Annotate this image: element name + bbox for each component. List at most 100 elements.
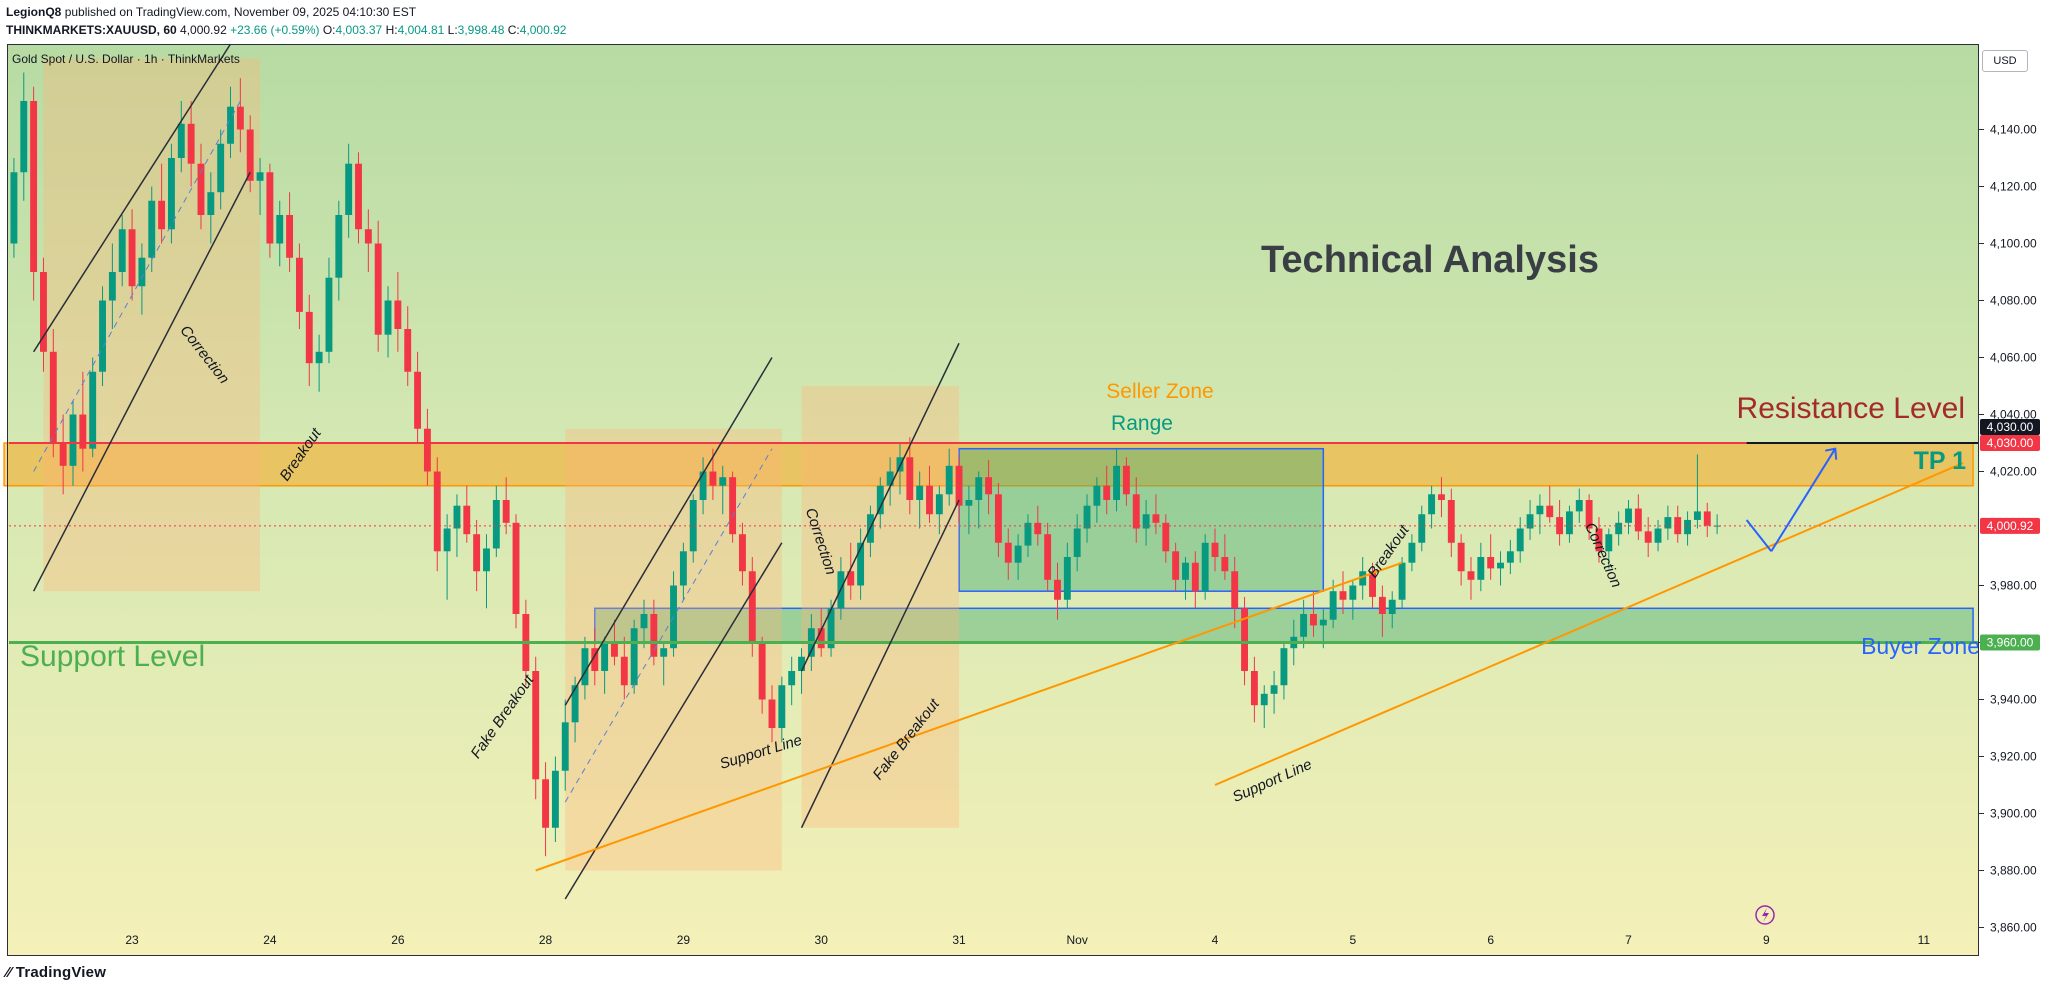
high-label: H:	[385, 23, 398, 37]
resistance-price-tag: 4,030.00	[1987, 420, 2034, 434]
candle-body	[955, 465, 963, 506]
candle-body	[601, 642, 609, 671]
candle-body	[394, 300, 402, 329]
candle-body	[1408, 542, 1416, 563]
support-line-1	[535, 561, 1403, 872]
candle-body	[305, 311, 313, 364]
candle-body	[699, 471, 707, 500]
candle-body	[1300, 614, 1308, 637]
candle-body	[985, 477, 993, 495]
candle-body	[217, 143, 225, 193]
candles-layer	[10, 72, 1721, 857]
candle-body	[236, 106, 244, 130]
currency-button[interactable]: USD	[1982, 50, 2028, 72]
y-tick-label: 4,140.00	[1990, 123, 2037, 137]
candle-body	[30, 101, 38, 272]
candle-body	[197, 163, 205, 215]
candle-body	[1260, 693, 1268, 706]
close-label: C:	[507, 23, 520, 37]
projection-leg-1	[1745, 519, 1773, 552]
candle-body	[1378, 596, 1386, 614]
candle-body	[620, 656, 628, 686]
candle-body	[798, 656, 805, 671]
low-label: L:	[447, 23, 458, 37]
y-tick-label: 4,080.00	[1990, 294, 2037, 308]
candle-body	[1664, 517, 1672, 529]
x-tick-label: 31	[952, 933, 966, 947]
candle-body	[1477, 557, 1485, 580]
candle-body	[1388, 599, 1396, 614]
candle-body	[374, 243, 382, 335]
candle-body	[1644, 531, 1652, 543]
candle-body	[20, 101, 28, 173]
candle-body	[10, 172, 18, 244]
candle-body	[1073, 528, 1081, 557]
lightning-icon-bolt	[1762, 908, 1769, 922]
channel-1-lower	[32, 171, 251, 592]
channel-shade-3	[801, 386, 960, 828]
candle-body	[404, 329, 412, 372]
candle-body	[729, 477, 737, 535]
chart-frame	[7, 44, 1979, 956]
channel-3-lower	[800, 499, 960, 829]
candle-body	[532, 671, 540, 780]
candle-body	[1693, 511, 1701, 520]
candle-body	[935, 494, 943, 515]
candle-body	[492, 500, 500, 549]
candle-body	[640, 614, 648, 629]
channel-2-upper	[564, 357, 773, 706]
candle-body	[689, 500, 697, 552]
y-tick-label: 3,920.00	[1990, 750, 2037, 764]
candle-body	[256, 172, 264, 181]
tradingview-logo[interactable]: ⁄⁄ TradingView	[6, 964, 106, 981]
channel-1-mid	[33, 100, 241, 472]
support-price-tag: 3,960.00	[1987, 636, 2034, 650]
candle-body	[916, 485, 924, 500]
x-tick-label: 11	[1918, 933, 1931, 947]
support-price-tag-bg	[1980, 634, 2040, 651]
candle-body	[551, 770, 559, 828]
open-value: 4,003.37	[335, 23, 383, 37]
candle-body	[59, 443, 67, 466]
candle-body	[89, 371, 97, 449]
chart-title: Gold Spot / U.S. Dollar · 1h · ThinkMark…	[12, 52, 240, 66]
candle-body	[1103, 485, 1111, 500]
candle-body	[512, 522, 520, 614]
candle-body	[167, 158, 175, 230]
candle-body	[1221, 557, 1229, 572]
publish-text: published on TradingView.com, November 0…	[64, 5, 417, 19]
candle-body	[1054, 579, 1061, 600]
candle-body	[227, 106, 234, 144]
candle-body	[1201, 542, 1209, 592]
candle-body	[1359, 571, 1367, 586]
candle-body	[1546, 505, 1554, 518]
candle-body	[1024, 522, 1032, 546]
candle-body	[1703, 511, 1711, 526]
channel-3-upper	[800, 342, 960, 672]
y-tick-label: 4,060.00	[1990, 351, 2037, 365]
x-tick-label: 5	[1349, 933, 1356, 947]
candle-body	[1428, 494, 1436, 515]
candle-body	[266, 172, 274, 244]
candle-body	[660, 648, 668, 657]
candle-body	[128, 229, 136, 287]
candle-body	[926, 485, 933, 515]
candle-body	[40, 272, 47, 352]
candle-body	[1674, 517, 1682, 535]
author-name[interactable]: LegionQ8	[6, 5, 62, 19]
candle-body	[207, 192, 215, 215]
candle-body	[1231, 571, 1239, 609]
support-level-label: Support Level	[20, 640, 205, 673]
candle-body	[1014, 545, 1022, 563]
candle-body	[975, 477, 983, 500]
candle-body	[1506, 551, 1514, 563]
candle-body	[1280, 648, 1288, 686]
candle-body	[1497, 562, 1504, 569]
candle-body	[788, 671, 796, 686]
tp1-label: TP 1	[1914, 447, 1966, 475]
seller-zone-label: Seller Zone	[1106, 380, 1213, 403]
candle-body	[1250, 671, 1258, 706]
x-tick-label: 26	[391, 933, 405, 947]
y-tick-label: 4,100.00	[1990, 237, 2037, 251]
